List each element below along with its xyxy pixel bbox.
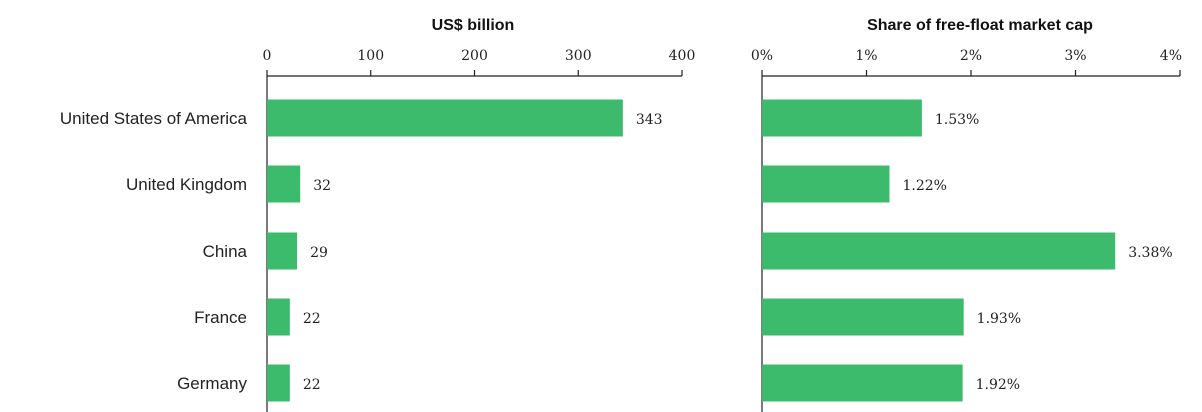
bar	[267, 99, 623, 137]
data-label: 1.53%	[935, 112, 979, 128]
category-label: China	[203, 242, 248, 261]
data-label: 29	[310, 245, 328, 261]
x-tick-label: 0%	[751, 48, 773, 64]
bar	[762, 298, 964, 336]
x-tick-label: 200	[461, 48, 488, 64]
bar	[762, 99, 922, 137]
bar	[762, 232, 1116, 270]
bar	[267, 165, 301, 203]
data-label: 1.93%	[977, 311, 1021, 327]
data-label: 22	[303, 377, 321, 393]
x-tick-label: 100	[357, 48, 384, 64]
bar	[762, 165, 890, 203]
data-label: 1.22%	[902, 178, 946, 194]
bar	[267, 232, 298, 270]
chart-title: Share of free-float market cap	[867, 17, 1093, 34]
bar	[267, 364, 290, 402]
x-tick-label: 4%	[1160, 48, 1182, 64]
bar	[267, 298, 290, 336]
data-label: 22	[303, 311, 321, 327]
data-label: 343	[636, 112, 663, 128]
x-tick-label: 1%	[855, 48, 877, 64]
x-tick-label: 3%	[1064, 48, 1086, 64]
data-label: 1.92%	[976, 377, 1020, 393]
x-tick-label: 0	[263, 48, 272, 64]
x-tick-label: 2%	[960, 48, 982, 64]
category-label: United Kingdom	[126, 175, 247, 194]
data-label: 3.38%	[1128, 245, 1172, 261]
chart-panel-1: US$ billion 0 100 200 300 400 343 32 29 22 22 Unite…	[60, 17, 695, 412]
x-tick-label: 300	[565, 48, 592, 64]
chart-panel-2: Share of free-float market cap 0% 1% 2% 3% 4%…	[751, 17, 1182, 412]
x-tick-label: 400	[669, 48, 696, 64]
category-label: France	[194, 308, 247, 327]
category-label: United States of America	[60, 109, 248, 128]
bar	[762, 364, 963, 402]
category-label: Germany	[177, 374, 247, 393]
data-label: 32	[313, 178, 331, 194]
chart-title: US$ billion	[432, 17, 515, 34]
